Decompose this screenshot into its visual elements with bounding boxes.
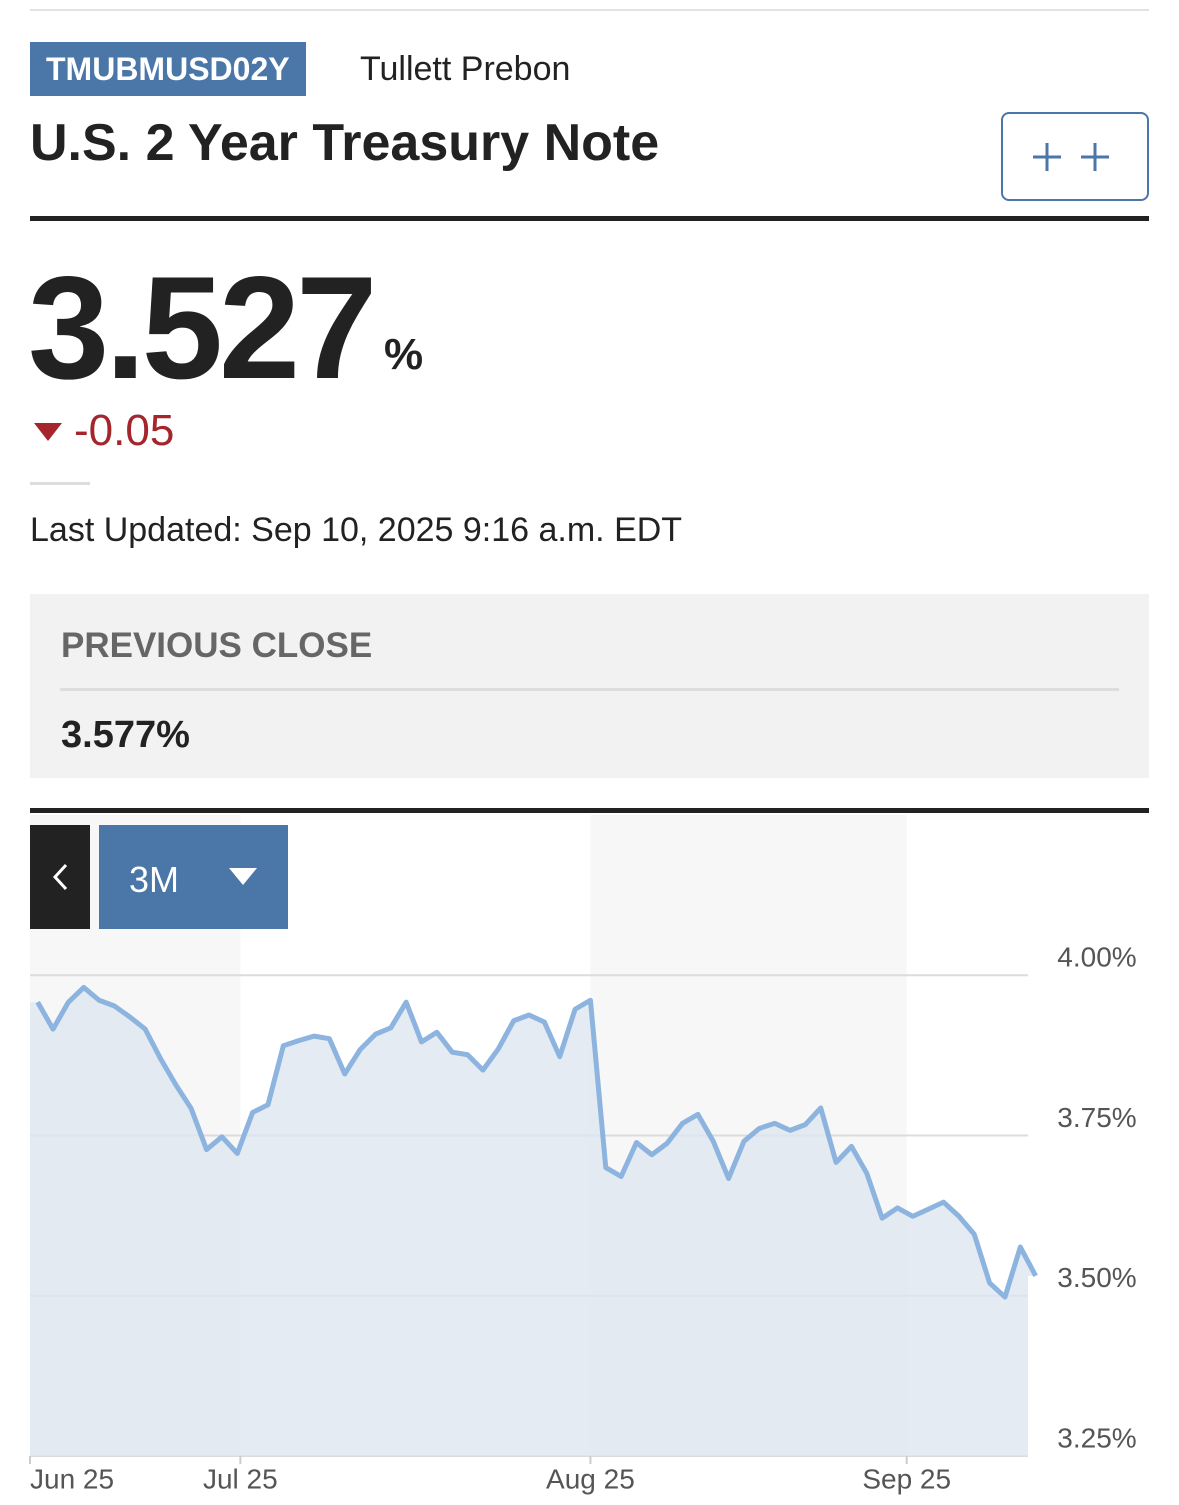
- range-label: 3M: [129, 859, 180, 900]
- last-updated: Last Updated: Sep 10, 2025 9:16 a.m. EDT: [30, 511, 683, 549]
- change: -0.05: [74, 406, 175, 455]
- x-tick-label: Aug 25: [546, 1463, 635, 1494]
- down-arrow: [34, 423, 62, 441]
- chart: 3.25% 3.50% 3.75% 4.00% Jun 25 Jul 25 Aug 25 Se…: [29, 815, 1137, 1494]
- range-selector[interactable]: 3M: [99, 825, 288, 929]
- x-tick-label: Jul 25: [203, 1463, 278, 1494]
- x-tick-label: Sep 25: [862, 1463, 951, 1494]
- plus-icons: [1033, 143, 1109, 171]
- source: Tullett Prebon: [360, 50, 571, 88]
- title: U.S. 2 Year Treasury Note: [30, 114, 660, 172]
- y-tick-label: 3.50%: [1057, 1262, 1136, 1293]
- previous-close-panel: PREVIOUS CLOSE 3.577%: [30, 594, 1149, 778]
- dropdown-arrow: [229, 868, 257, 885]
- watchlist-button[interactable]: [1001, 112, 1149, 201]
- chart-rule: [30, 808, 1149, 813]
- y-tick-label: 3.25%: [1057, 1422, 1136, 1453]
- price-unit: %: [384, 330, 424, 379]
- panel-rule: [60, 688, 1119, 691]
- back-button[interactable]: [30, 825, 90, 929]
- area: [30, 987, 1036, 1456]
- rule: [30, 216, 1149, 221]
- x-tick-label: Jun 25: [30, 1463, 114, 1494]
- chevron: [52, 863, 68, 891]
- ticker: TMUBMUSD02Y: [30, 42, 306, 96]
- short-rule: [30, 482, 90, 485]
- y-tick-label: 4.00%: [1057, 942, 1136, 973]
- price: 3.527: [28, 246, 377, 409]
- previous-close-label: PREVIOUS CLOSE: [61, 626, 373, 665]
- line: [35, 984, 1038, 1300]
- top-rule: [30, 9, 1149, 11]
- previous-close-value: 3.577%: [61, 714, 190, 756]
- y-tick-label: 3.75%: [1057, 1102, 1136, 1133]
